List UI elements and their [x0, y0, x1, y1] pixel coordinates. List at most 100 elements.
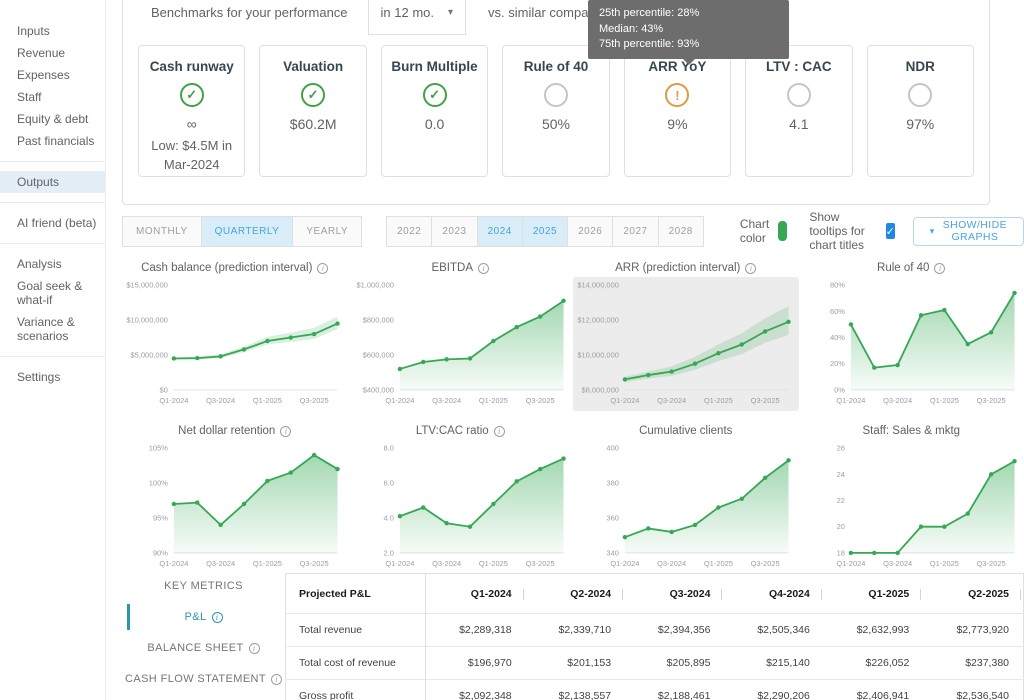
svg-text:$8,000,000: $8,000,000	[582, 385, 619, 394]
cell-value: $2,505,346	[724, 613, 824, 647]
svg-text:Q1-2024: Q1-2024	[610, 396, 639, 405]
cell-value: $237,380	[923, 646, 1024, 680]
metric-value: 4.1	[789, 116, 809, 132]
benchmarks-header: Benchmarks for your performance in 12 mo…	[123, 0, 989, 35]
neutral-circle-icon	[786, 83, 811, 107]
table-row-total-revenue: Total revenue $2,289,318 $2,339,710 $2,394,…	[285, 613, 1024, 647]
chevron-down-icon: ▾	[448, 6, 454, 18]
tab-quarterly[interactable]: QUARTERLY	[201, 215, 294, 247]
metric-value: ∞	[186, 116, 197, 132]
svg-text:100%: 100%	[149, 479, 168, 488]
chart-cell-cash-balance-prediction-interval[interactable]: Cash balance (prediction interval) i $0 $5,…	[122, 259, 348, 411]
svg-text:Q1-2025: Q1-2025	[929, 559, 958, 568]
tooltip-line-1: 25th percentile: 28%	[599, 7, 700, 19]
svg-text:105%: 105%	[149, 444, 168, 453]
tooltip-line-3: 75th percentile: 93%	[599, 38, 700, 50]
period-dropdown[interactable]: in 12 mo. ▾	[367, 0, 467, 35]
benchmark-card-ltv-cac[interactable]: LTV : CAC 4.1	[745, 45, 853, 177]
metric-title: LTV : CAC	[765, 59, 832, 74]
sidebar-item-outputs[interactable]: Outputs	[0, 171, 105, 193]
year-tab-2028[interactable]: 2028	[658, 215, 704, 247]
sidebar-item-equity-debt[interactable]: Equity & debt	[17, 112, 89, 126]
sidebar-item-settings[interactable]: Settings	[17, 370, 61, 384]
sidebar-item-revenue[interactable]: Revenue	[17, 46, 66, 60]
sidebar-item-staff[interactable]: Staff	[17, 90, 42, 104]
year-tab-2027[interactable]: 2027	[613, 215, 659, 247]
percentile-tooltip: 25th percentile: 28% Median: 43% 75th pe…	[588, 0, 789, 65]
svg-text:$0: $0	[160, 385, 168, 394]
benchmark-card-valuation[interactable]: Valuation ✓ $60.2M	[259, 45, 367, 177]
svg-text:$400,000: $400,000	[362, 385, 393, 394]
cell-value: $2,339,710	[525, 613, 626, 647]
column-header-q3-2024: Q3-2024	[625, 574, 724, 614]
cell-value: $205,895	[625, 646, 725, 680]
year-tab-2025[interactable]: 2025	[522, 215, 569, 247]
chart-title-text: EBITDA	[431, 262, 474, 274]
statement-tab-p-l[interactable]: P&L i	[122, 604, 285, 630]
year-tab-2023[interactable]: 2023	[432, 215, 478, 247]
statement-tab-label: P&L	[184, 611, 207, 623]
year-tab-2022[interactable]: 2022	[386, 215, 433, 247]
statement-tab-cash-flow-statement[interactable]: CASH FLOW STATEMENT i	[122, 668, 285, 690]
chart-cell-arr-prediction-interval[interactable]: ARR (prediction interval) i $8,000,000 $10,…	[573, 259, 799, 411]
statement-tab-key-metrics[interactable]: KEY METRICS	[122, 575, 285, 597]
chart-plot-staff-sales-mktg: 18 20 22 24 26 Q1-2024 Q3-2024 Q1-2025 Q3-2025	[799, 440, 1024, 574]
chart-title-text: Net dollar retention	[178, 425, 276, 437]
sidebar-item-expenses[interactable]: Expenses	[17, 68, 70, 82]
chart-cell-ebitda[interactable]: EBITDA i $400,000 $600,000 $800,000 $1,000,00…	[348, 259, 574, 411]
svg-text:400: 400	[606, 444, 618, 453]
tooltips-checkbox[interactable]: ✓	[885, 223, 895, 239]
chart-cell-ltv-cac-ratio[interactable]: LTV:CAC ratio i 2.0 4.0 6.0 8.0 Q1-2024 Q3-2024…	[348, 422, 574, 574]
svg-text:Q1-2024: Q1-2024	[610, 559, 639, 568]
benchmark-card-arr-yoy[interactable]: ARR YoY! 9%	[623, 45, 732, 177]
sidebar-item-analysis[interactable]: Analysis	[17, 257, 62, 271]
sidebar-item-variance-scenarios[interactable]: Variance & scenarios	[17, 315, 75, 343]
statement-tab-label: BALANCE SHEET	[147, 642, 244, 654]
chart-title: Cash balance (prediction interval) i	[122, 259, 348, 277]
svg-text:40%: 40%	[829, 333, 844, 342]
chart-title: Rule of 40 i	[799, 259, 1024, 277]
neutral-circle-icon	[908, 83, 933, 107]
sidebar-divider	[0, 202, 105, 203]
column-header-q4-2024: Q4-2024	[724, 574, 823, 614]
svg-text:80%: 80%	[829, 281, 844, 290]
svg-text:Q3-2025: Q3-2025	[751, 559, 780, 568]
sidebar-item-inputs[interactable]: Inputs	[17, 24, 50, 38]
svg-text:Q1-2025: Q1-2025	[253, 559, 282, 568]
chart-cell-net-dollar-retention[interactable]: Net dollar retention i 90% 95% 100% 105% Q1-20…	[122, 422, 348, 574]
svg-text:Q3-2025: Q3-2025	[976, 396, 1005, 405]
show-hide-graphs-button[interactable]: ▾ SHOW/HIDE GRAPHS	[912, 216, 1024, 246]
metric-value: $60.2M	[289, 116, 337, 132]
tab-monthly[interactable]: MONTHLY	[122, 215, 202, 247]
sidebar-divider	[0, 243, 105, 244]
svg-text:95%: 95%	[153, 513, 168, 522]
benchmark-card-rule-of-40[interactable]: Rule of 40 50%	[502, 45, 610, 177]
chart-cell-rule-of-40[interactable]: Rule of 40 i 0% 20% 40% 60% 80% Q1-2024 Q3-2024 Q…	[799, 259, 1024, 411]
sidebar-item-ai-friend-beta[interactable]: AI friend (beta)	[17, 216, 97, 230]
check-icon: ✓	[422, 83, 447, 107]
chart-plot-cumulative-clients: 340 360 380 400 Q1-2024 Q3-2024 Q1-2025 Q3-2025	[573, 440, 799, 574]
year-tab-2026[interactable]: 2026	[568, 215, 614, 247]
benchmark-card-cash-runway[interactable]: Cash runway ✓ ∞ Low: $4.5M in Mar-2024	[138, 45, 246, 177]
svg-text:18: 18	[836, 548, 844, 557]
sidebar-item-goal-seek-what-if[interactable]: Goal seek & what-if	[17, 279, 83, 307]
svg-text:2.0: 2.0	[383, 548, 393, 557]
info-icon: i	[248, 642, 260, 654]
chart-title-text: Cumulative clients	[639, 425, 733, 437]
tab-yearly[interactable]: YEARLY	[293, 215, 363, 247]
svg-text:Q1-2025: Q1-2025	[478, 396, 507, 405]
chart-cell-cumulative-clients[interactable]: Cumulative clients 340 360 380 400 Q1-2024 Q3-…	[573, 422, 799, 574]
sidebar-item-past-financials[interactable]: Past financials	[17, 134, 95, 148]
svg-text:Q3-2024: Q3-2024	[432, 396, 461, 405]
svg-text:Q3-2025: Q3-2025	[525, 559, 554, 568]
chart-color-swatch[interactable]	[778, 221, 788, 241]
benchmark-card-ndr[interactable]: NDR 97%	[866, 45, 974, 177]
year-tab-2024[interactable]: 2024	[477, 215, 523, 247]
statement-tab-balance-sheet[interactable]: BALANCE SHEET i	[122, 637, 285, 659]
benchmark-card-burn-multiple[interactable]: Burn Multiple ✓ 0.0	[380, 45, 489, 177]
svg-text:Q1-2024: Q1-2024	[836, 559, 865, 568]
cell-value: $2,092,348	[425, 679, 526, 700]
table-row-gross-profit: Gross profit $2,092,348 $2,138,557 $2,188,4…	[285, 679, 1024, 700]
chart-cell-staff-sales-mktg[interactable]: Staff: Sales & mktg 18 20 22 24 26 Q1-2024 Q3-2…	[799, 422, 1024, 574]
tooltip-line-2: Median: 43%	[599, 22, 664, 35]
